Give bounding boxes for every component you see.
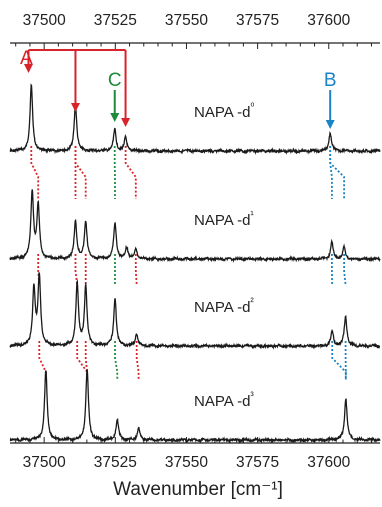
top-tick-label: 37550	[165, 12, 208, 29]
trace-label-3: NAPA -d³	[194, 391, 254, 410]
trace-label-0: NAPA -d⁰	[194, 102, 254, 121]
A-arrow-head	[24, 64, 33, 73]
spectrum-trace-2	[9, 272, 381, 350]
spectra-traces: NAPA -d⁰ NAPA -d¹ NAPA -d² NAPA -d³	[9, 83, 381, 444]
guide-3	[124, 146, 140, 380]
A-arrow-head	[70, 103, 80, 112]
guide-0	[30, 146, 47, 380]
A-arrow-head	[121, 118, 131, 127]
guide-2	[74, 146, 88, 380]
spectrum-trace-0	[9, 83, 381, 155]
x-axis-label: Wavenumber [cm⁻¹]	[113, 479, 283, 500]
guide-6	[329, 146, 347, 380]
bottom-tick-label: 37575	[236, 454, 279, 471]
top-tick-label: 37525	[94, 12, 137, 29]
label-A: A	[20, 48, 33, 69]
bottom-tick-label: 37600	[307, 454, 350, 471]
bottom-tick-label: 37525	[94, 454, 137, 471]
trace-label-2: NAPA -d²	[194, 297, 254, 316]
top-tick-label: 37575	[236, 12, 279, 29]
guide-4	[113, 146, 119, 380]
trace-label-1: NAPA -d¹	[194, 210, 254, 229]
spectrum-trace-3	[9, 369, 381, 444]
bottom-tick-label: 37550	[165, 454, 208, 471]
correlation-guides	[30, 146, 347, 380]
assignment-markers: A C B	[20, 48, 337, 129]
spectrum-trace-1	[9, 189, 381, 264]
bottom-tick-label: 37500	[23, 454, 66, 471]
C-arrow-head	[110, 113, 120, 122]
top-tick-label: 37500	[23, 12, 66, 29]
label-C: C	[108, 70, 122, 91]
label-B: B	[324, 70, 337, 91]
B-arrow-head	[325, 120, 335, 129]
bottom-axis: 37500 37525 37550 37575 37600	[10, 437, 380, 471]
top-tick-label: 37600	[307, 12, 350, 29]
top-axis: 37500 37525 37550 37575 37600	[10, 12, 380, 49]
